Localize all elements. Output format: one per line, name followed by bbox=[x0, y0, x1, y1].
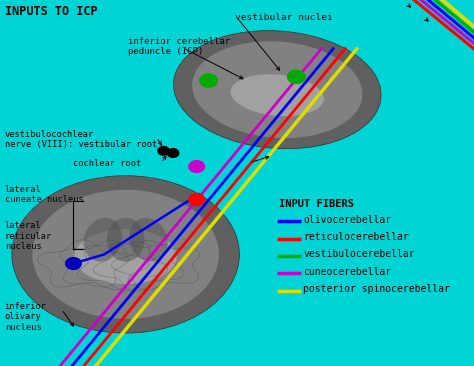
Ellipse shape bbox=[231, 74, 324, 116]
Text: vestibular nuclei: vestibular nuclei bbox=[235, 13, 332, 22]
Text: INPUTS TO ICP: INPUTS TO ICP bbox=[5, 5, 97, 19]
Text: lateral
reticular
nucleus: lateral reticular nucleus bbox=[5, 221, 52, 251]
Ellipse shape bbox=[32, 190, 219, 319]
Text: olivocerebellar: olivocerebellar bbox=[303, 214, 392, 225]
Text: INPUT FIBERS: INPUT FIBERS bbox=[279, 199, 354, 209]
Text: inferior cerebellar
peduncle (ICP): inferior cerebellar peduncle (ICP) bbox=[128, 37, 230, 56]
Text: lateral
cuneate nucleus: lateral cuneate nucleus bbox=[5, 185, 83, 204]
Ellipse shape bbox=[107, 218, 145, 262]
Circle shape bbox=[199, 73, 218, 88]
Text: vestibulocochlear
nerve (VIII): vestibular root: vestibulocochlear nerve (VIII): vestibul… bbox=[5, 130, 157, 149]
Ellipse shape bbox=[74, 229, 177, 284]
Text: cochlear root: cochlear root bbox=[73, 159, 142, 168]
Ellipse shape bbox=[12, 176, 239, 333]
Circle shape bbox=[65, 257, 82, 270]
Text: posterior spinocerebellar: posterior spinocerebellar bbox=[303, 284, 450, 294]
Ellipse shape bbox=[129, 218, 168, 262]
Ellipse shape bbox=[83, 218, 122, 262]
Circle shape bbox=[167, 149, 179, 157]
Ellipse shape bbox=[173, 31, 381, 149]
Text: inferior
olivary
nucleus: inferior olivary nucleus bbox=[5, 302, 47, 332]
Circle shape bbox=[287, 70, 306, 84]
Circle shape bbox=[158, 146, 169, 155]
Circle shape bbox=[188, 160, 205, 173]
Ellipse shape bbox=[192, 41, 363, 138]
Text: vestibulocerebellar: vestibulocerebellar bbox=[303, 249, 415, 259]
Text: cuneocerebellar: cuneocerebellar bbox=[303, 266, 392, 277]
Circle shape bbox=[188, 193, 205, 206]
Text: reticulocerebellar: reticulocerebellar bbox=[303, 232, 409, 242]
